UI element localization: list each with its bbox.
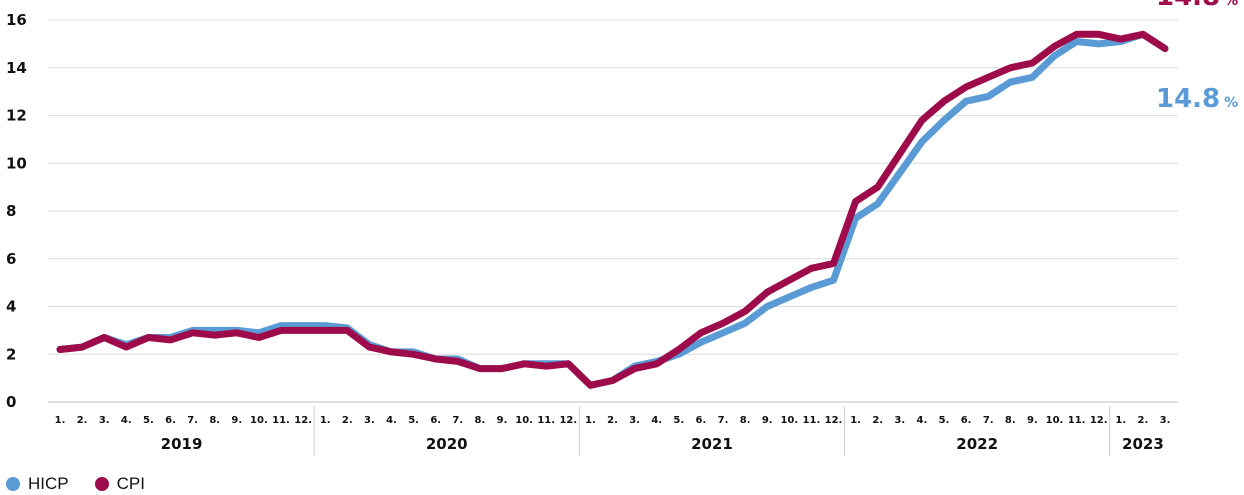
y-tick-label: 4 bbox=[6, 298, 16, 316]
x-tick-month: 9. bbox=[1027, 415, 1038, 426]
x-tick-month: 8. bbox=[1005, 415, 1016, 426]
x-tick-month: 2. bbox=[1138, 415, 1149, 426]
x-tick-month: 5. bbox=[673, 415, 684, 426]
x-tick-month: 1. bbox=[585, 415, 596, 426]
y-tick-label: 12 bbox=[6, 107, 27, 125]
x-tick-month: 4. bbox=[121, 415, 132, 426]
x-tick-month: 2. bbox=[77, 415, 88, 426]
x-tick-month: 1. bbox=[55, 415, 66, 426]
x-tick-month: 3. bbox=[629, 415, 640, 426]
legend-item-cpi[interactable]: CPI bbox=[94, 474, 145, 494]
x-tick-month: 11. bbox=[272, 415, 290, 426]
x-tick-month: 2. bbox=[872, 415, 883, 426]
x-tick-month: 8. bbox=[475, 415, 486, 426]
x-tick-month: 2. bbox=[607, 415, 618, 426]
x-tick-month: 10. bbox=[780, 415, 798, 426]
x-tick-month: 1. bbox=[1115, 415, 1126, 426]
end-label-hicp: 14.8% bbox=[1156, 84, 1238, 114]
x-tick-month: 3. bbox=[1160, 415, 1171, 426]
y-tick-label: 0 bbox=[6, 393, 16, 411]
y-tick-label: 8 bbox=[6, 202, 16, 220]
x-tick-month: 7. bbox=[187, 415, 198, 426]
y-tick-label: 6 bbox=[6, 250, 16, 268]
legend-label-cpi: CPI bbox=[116, 474, 145, 493]
x-tick-month: 10. bbox=[250, 415, 268, 426]
x-tick-year: 2021 bbox=[691, 435, 733, 453]
x-tick-month: 6. bbox=[961, 415, 972, 426]
end-label-unit: % bbox=[1224, 95, 1238, 111]
end-labels: 14.8% 14.8% bbox=[1156, 0, 1238, 114]
series-line-cpi bbox=[56, 30, 1169, 389]
legend: HICP CPI bbox=[6, 474, 145, 494]
x-tick-month: 3. bbox=[364, 415, 375, 426]
x-tick-year: 2023 bbox=[1122, 435, 1164, 453]
x-tick-month: 6. bbox=[165, 415, 176, 426]
legend-item-hicp[interactable]: HICP bbox=[6, 474, 69, 494]
x-axis-ticks: 1. 2. 3. 4. 5. 6. 7. 8. 9. 10. 11. 12. 2019 1. 2. 3. 4. 5… bbox=[55, 406, 1171, 456]
x-tick-month: 11. bbox=[803, 415, 821, 426]
x-tick-month: 12. bbox=[1090, 415, 1108, 426]
line-chart-svg: 0 2 4 6 8 10 12 14 16 1. 2. 3. 4. 5. 6. 7. 8. 9. 10. 11. 12… bbox=[6, 0, 1238, 456]
x-tick-month: 4. bbox=[651, 415, 662, 426]
x-tick-month: 1. bbox=[320, 415, 331, 426]
x-tick-month: 8. bbox=[209, 415, 220, 426]
x-tick-month: 4. bbox=[917, 415, 928, 426]
x-tick-month: 6. bbox=[696, 415, 707, 426]
x-tick-month: 10. bbox=[1046, 415, 1064, 426]
x-tick-month: 12. bbox=[294, 415, 312, 426]
legend-dot-hicp bbox=[6, 477, 20, 491]
series-lines bbox=[56, 30, 1169, 389]
legend-label-hicp: HICP bbox=[28, 474, 69, 493]
x-tick-month: 11. bbox=[537, 415, 555, 426]
x-tick-month: 12. bbox=[559, 415, 577, 426]
x-tick-month: 3. bbox=[894, 415, 905, 426]
x-tick-month: 4. bbox=[386, 415, 397, 426]
x-tick-month: 5. bbox=[143, 415, 154, 426]
x-tick-year: 2020 bbox=[426, 435, 468, 453]
y-tick-label: 2 bbox=[6, 345, 16, 363]
x-tick-month: 9. bbox=[497, 415, 508, 426]
x-tick-month: 3. bbox=[99, 415, 110, 426]
y-axis-ticks: 0 2 4 6 8 10 12 14 16 bbox=[6, 11, 27, 411]
x-tick-month: 7. bbox=[452, 415, 463, 426]
legend-dot-cpi bbox=[94, 477, 109, 491]
x-tick-month: 5. bbox=[939, 415, 950, 426]
x-tick-month: 11. bbox=[1068, 415, 1086, 426]
y-tick-label: 16 bbox=[6, 11, 27, 29]
x-tick-year: 2022 bbox=[956, 435, 998, 453]
x-tick-year: 2019 bbox=[161, 435, 203, 453]
x-tick-month: 6. bbox=[430, 415, 441, 426]
end-label-cpi: 14.8% bbox=[1156, 0, 1238, 12]
x-tick-month: 7. bbox=[983, 415, 994, 426]
x-tick-month: 9. bbox=[762, 415, 773, 426]
x-tick-month: 2. bbox=[342, 415, 353, 426]
x-tick-month: 9. bbox=[231, 415, 242, 426]
x-tick-month: 12. bbox=[825, 415, 843, 426]
x-tick-month: 8. bbox=[740, 415, 751, 426]
end-label-unit: % bbox=[1224, 0, 1238, 9]
y-tick-label: 14 bbox=[6, 59, 27, 77]
grid-lines bbox=[48, 19, 1178, 403]
x-tick-month: 5. bbox=[408, 415, 419, 426]
x-tick-month: 1. bbox=[850, 415, 861, 426]
y-tick-label: 10 bbox=[6, 154, 27, 172]
x-tick-month: 10. bbox=[515, 415, 533, 426]
x-tick-month: 7. bbox=[718, 415, 729, 426]
